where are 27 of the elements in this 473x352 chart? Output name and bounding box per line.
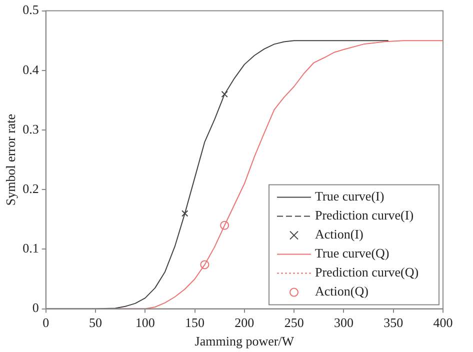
- point: [182, 210, 188, 217]
- x-tick-label: 400: [433, 315, 453, 330]
- legend-label: Action(Q): [315, 284, 368, 299]
- legend-label: Prediction curve(Q): [315, 264, 419, 280]
- y-tick-label: 0.2: [22, 181, 39, 196]
- x-tick-label: 300: [334, 315, 354, 330]
- legend-label: Prediction curve(I): [315, 208, 414, 223]
- y-tick-label: 0.3: [22, 121, 39, 136]
- point: [220, 220, 230, 230]
- y-tick-label: 0.4: [22, 62, 40, 77]
- legend-label: Action(I): [315, 226, 364, 242]
- x-tick-label: 250: [284, 315, 304, 330]
- x-tick-label: 200: [234, 315, 254, 330]
- y-tick-label: 0.5: [22, 2, 39, 18]
- y-tick-label: 0.1: [22, 240, 39, 256]
- x-axis-title: Jamming power/W: [194, 334, 295, 349]
- y-tick-label: 0: [32, 300, 39, 316]
- x-tick-label: 50: [88, 315, 102, 330]
- x-tick-label: 0: [42, 315, 50, 330]
- x-tick-label: 100: [135, 315, 155, 330]
- legend-label: True curve(Q): [315, 246, 390, 261]
- x-tick-label: 350: [384, 315, 404, 330]
- point: [200, 260, 210, 270]
- legend-label: True curve(I): [315, 188, 384, 204]
- y-axis-title: Symbol error rate: [3, 114, 18, 206]
- x-tick-label: 150: [185, 315, 205, 330]
- point: [221, 90, 228, 98]
